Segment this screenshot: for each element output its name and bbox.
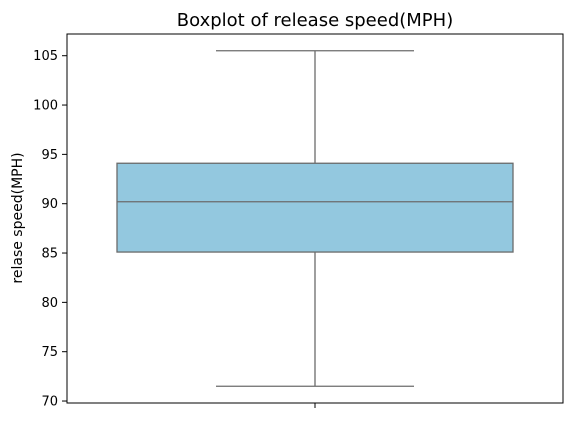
y-tick-label: 95 <box>41 148 58 163</box>
y-tick-label: 90 <box>41 197 58 212</box>
y-axis-label: relase speed(MPH) <box>10 152 26 283</box>
box-plot <box>116 50 514 387</box>
y-axis-ticks: 70 75 80 85 90 95 100 105 <box>33 49 67 410</box>
interquartile-box <box>116 162 514 253</box>
y-tick-label: 75 <box>41 345 58 360</box>
y-tick-label: 100 <box>33 99 58 114</box>
y-tick-label: 80 <box>41 296 58 311</box>
y-tick-label: 85 <box>41 247 58 262</box>
y-tick-label: 105 <box>33 49 58 64</box>
chart-title: Boxplot of release speed(MPH) <box>177 10 453 31</box>
y-tick-label: 70 <box>41 395 58 410</box>
